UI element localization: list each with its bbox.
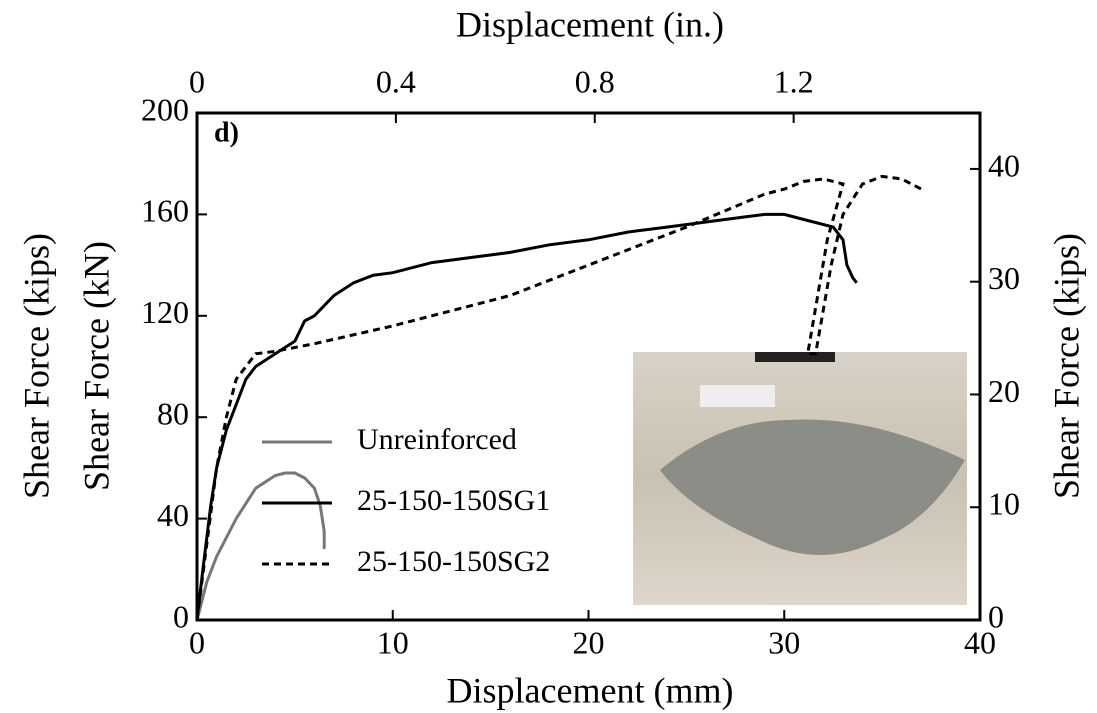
y-tick-label: 80 (157, 396, 189, 432)
y-tick-label: 40 (157, 497, 189, 533)
y2-tick-label: 0 (988, 598, 1004, 634)
legend-label: Unreinforced (357, 423, 517, 456)
legend-label: 25-150-150SG1 (357, 484, 550, 517)
x-tick-label: 0 (189, 624, 205, 660)
x2-tick-label: 0 (189, 63, 205, 99)
x-tick-label: 30 (768, 624, 800, 660)
x2-tick-label: 0.4 (376, 63, 416, 99)
x2-axis-title: Displacement (in.) (456, 4, 724, 44)
y2-tick-label: 30 (988, 260, 1020, 296)
y-axis-title: Shear Force (kN) (76, 241, 116, 491)
x2-tick-label: 0.8 (575, 63, 615, 99)
legend-label: 25-150-150SG2 (357, 545, 550, 578)
x-axis-title: Displacement (mm) (447, 670, 734, 710)
y2-axis-title: Shear Force (kips) (1046, 233, 1086, 499)
x-tick-label: 40 (964, 624, 996, 660)
y2-tick-label: 40 (988, 147, 1020, 183)
panel-label: d) (214, 117, 239, 148)
y-tick-label: 0 (173, 598, 189, 634)
inset-photo (633, 352, 967, 605)
series-line (195, 174, 922, 621)
y2-tick-label: 10 (988, 486, 1020, 522)
x2-tick-label: 1.2 (774, 63, 814, 99)
series-line (195, 471, 326, 621)
y-tick-label: 120 (141, 294, 189, 330)
x-tick-label: 20 (573, 624, 605, 660)
y-axis-title-outer: Shear Force (kips) (16, 233, 56, 499)
y2-tick-label: 20 (988, 373, 1020, 409)
y-tick-label: 200 (141, 91, 189, 127)
series-line (195, 212, 858, 621)
y-tick-label: 160 (141, 193, 189, 229)
x-tick-label: 10 (377, 624, 409, 660)
